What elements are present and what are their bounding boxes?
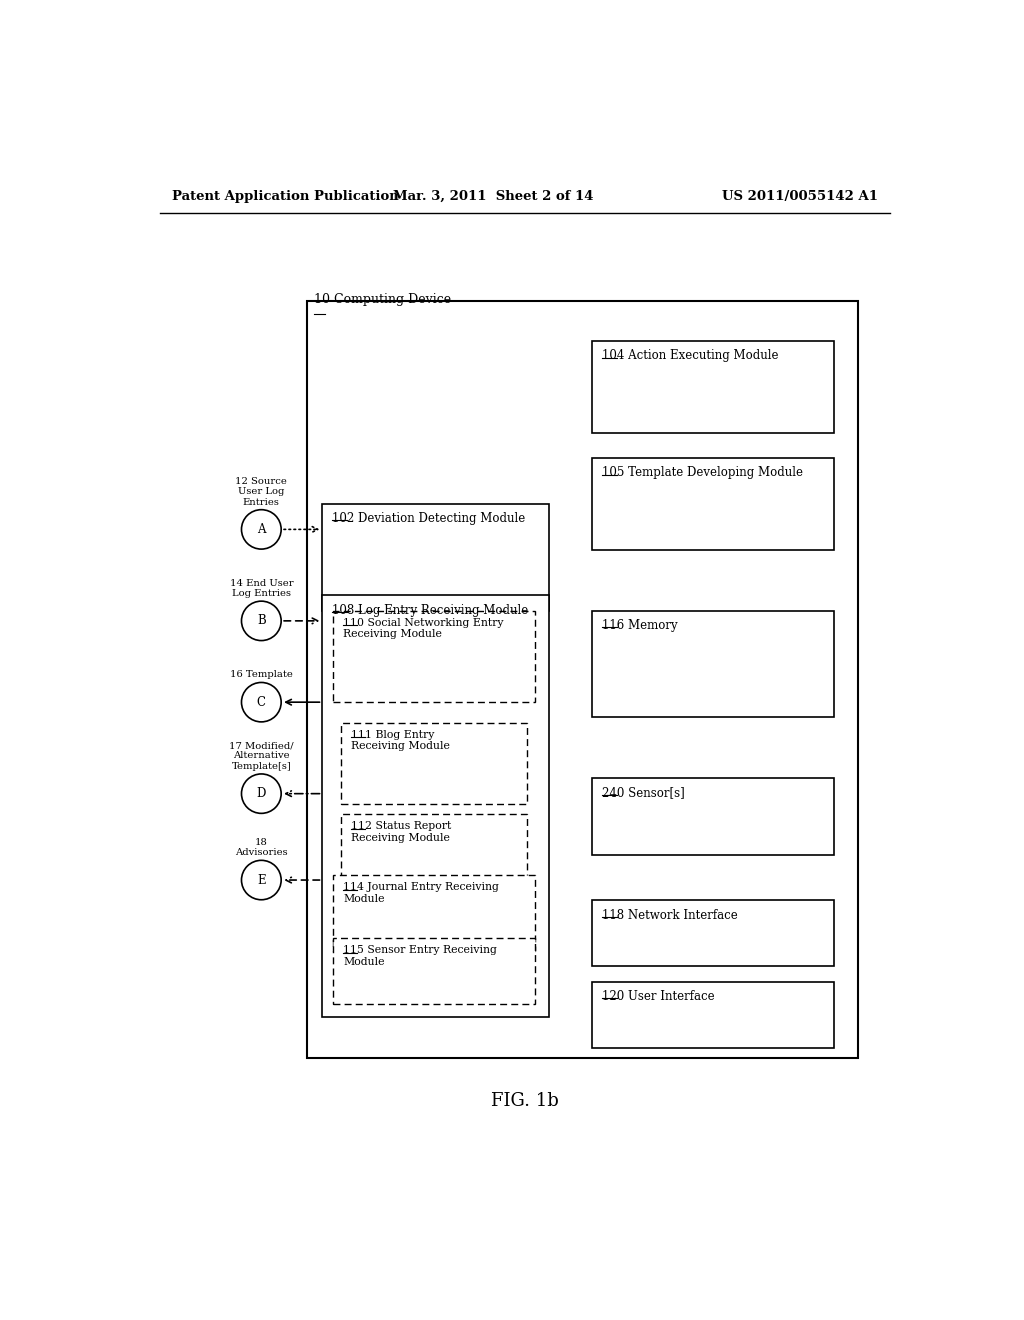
- Bar: [592, 342, 835, 433]
- Text: 120 User Interface: 120 User Interface: [602, 990, 715, 1003]
- Text: 114 Journal Entry Receiving
Module: 114 Journal Entry Receiving Module: [343, 882, 499, 904]
- Text: 104 Action Executing Module: 104 Action Executing Module: [602, 350, 778, 363]
- Text: Patent Application Publication: Patent Application Publication: [172, 190, 398, 202]
- Ellipse shape: [242, 682, 282, 722]
- Text: 105 Template Developing Module: 105 Template Developing Module: [602, 466, 803, 479]
- Text: 118 Network Interface: 118 Network Interface: [602, 908, 737, 921]
- Text: 10 Computing Device: 10 Computing Device: [314, 293, 452, 306]
- Bar: [323, 504, 549, 611]
- Bar: [592, 458, 835, 549]
- Text: 115 Sensor Entry Receiving
Module: 115 Sensor Entry Receiving Module: [343, 945, 497, 966]
- Text: 14 End User
Log Entries: 14 End User Log Entries: [229, 578, 293, 598]
- Text: 116 Memory: 116 Memory: [602, 619, 678, 632]
- Text: 112 Status Report
Receiving Module: 112 Status Report Receiving Module: [351, 821, 452, 842]
- Bar: [592, 900, 835, 966]
- Bar: [341, 814, 527, 895]
- Text: D: D: [257, 787, 266, 800]
- Text: 108 Log Entry Receiving Module: 108 Log Entry Receiving Module: [332, 603, 528, 616]
- Bar: [333, 939, 536, 1005]
- Text: 102 Deviation Detecting Module: 102 Deviation Detecting Module: [332, 512, 525, 525]
- Bar: [592, 779, 835, 854]
- Text: US 2011/0055142 A1: US 2011/0055142 A1: [722, 190, 878, 202]
- Text: C: C: [257, 696, 266, 709]
- Ellipse shape: [242, 774, 282, 813]
- Text: 240 Sensor[s]: 240 Sensor[s]: [602, 787, 684, 800]
- Text: 18
Advisories: 18 Advisories: [236, 838, 288, 857]
- Ellipse shape: [242, 861, 282, 900]
- Bar: [323, 595, 549, 1018]
- Text: E: E: [257, 874, 265, 887]
- Bar: [592, 982, 835, 1048]
- Text: 17 Modified/
Alternative
Template[s]: 17 Modified/ Alternative Template[s]: [229, 741, 294, 771]
- Text: FIG. 1b: FIG. 1b: [490, 1092, 559, 1110]
- Text: A: A: [257, 523, 265, 536]
- Bar: [592, 611, 835, 718]
- Text: 111 Blog Entry
Receiving Module: 111 Blog Entry Receiving Module: [351, 730, 450, 751]
- Text: Mar. 3, 2011  Sheet 2 of 14: Mar. 3, 2011 Sheet 2 of 14: [393, 190, 593, 202]
- Text: 12 Source
User Log
Entries: 12 Source User Log Entries: [236, 477, 288, 507]
- Ellipse shape: [242, 510, 282, 549]
- Text: 16 Template: 16 Template: [229, 671, 293, 680]
- Text: 110 Social Networking Entry
Receiving Module: 110 Social Networking Entry Receiving Mo…: [343, 618, 504, 639]
- Bar: [333, 875, 536, 952]
- Bar: [306, 301, 858, 1057]
- Bar: [341, 722, 527, 804]
- Bar: [333, 611, 536, 702]
- Text: B: B: [257, 614, 265, 627]
- Ellipse shape: [242, 601, 282, 640]
